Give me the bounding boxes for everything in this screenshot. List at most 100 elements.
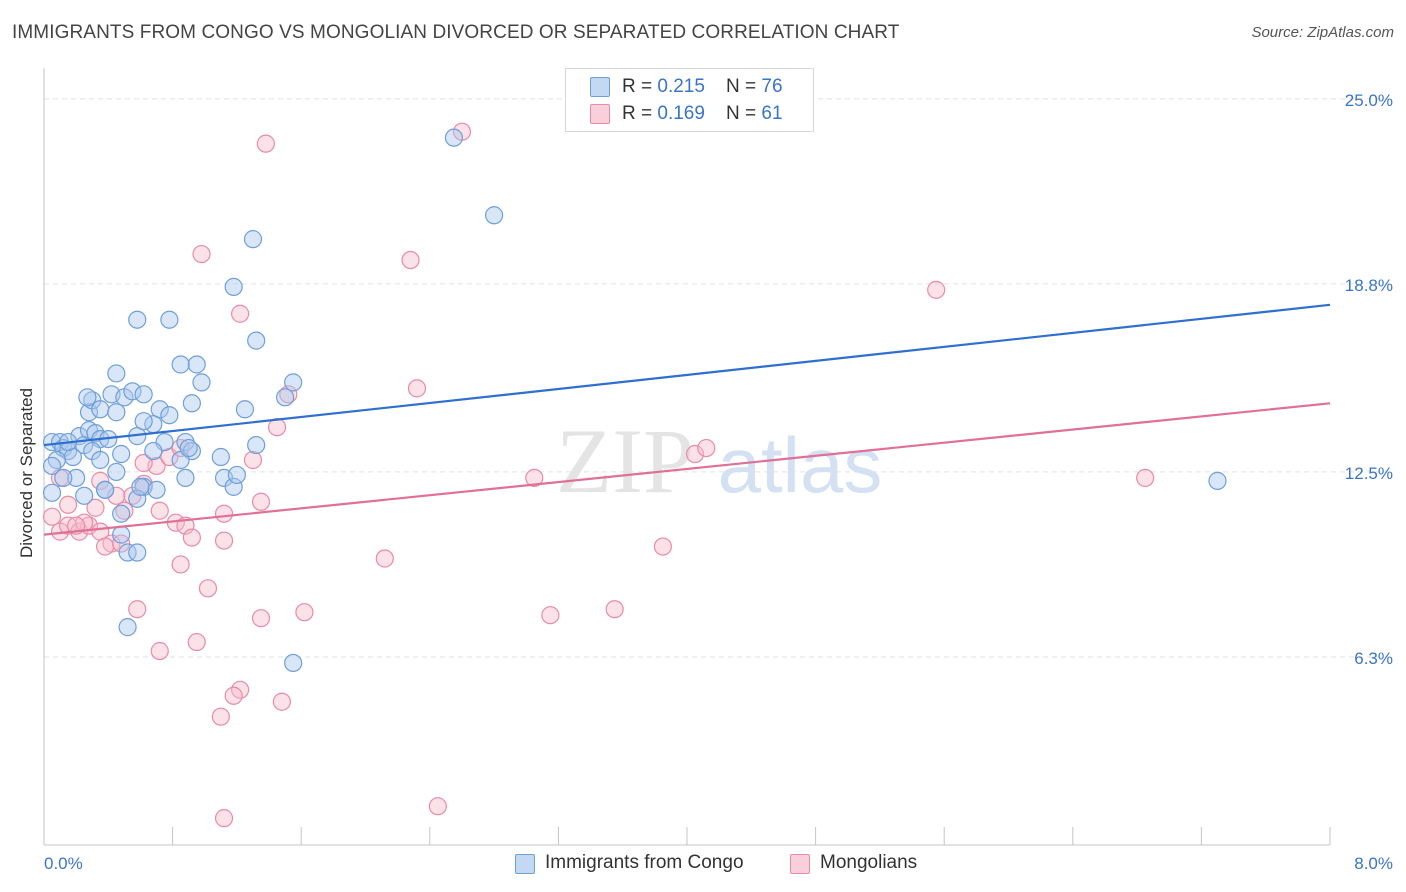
legend-n-value-mongolians: 61: [761, 103, 783, 124]
point-congo: [179, 438, 198, 458]
point-mongolians: [214, 531, 234, 550]
point-congo: [284, 653, 303, 673]
point-mongolians: [91, 471, 110, 490]
point-congo: [160, 406, 179, 425]
point-congo: [247, 331, 266, 350]
point-mongolians: [256, 134, 275, 153]
point-congo: [42, 456, 62, 476]
point-congo: [224, 277, 243, 296]
legend-r-value-congo: 0.215: [657, 76, 705, 97]
y-axis-label: Divorced or Separated: [17, 387, 36, 558]
axes: [43, 68, 1331, 846]
point-mongolians: [251, 492, 271, 511]
chart-title: IMMIGRANTS FROM CONGO VS MONGOLIAN DIVOR…: [12, 22, 900, 43]
bottom-legend-swatch-congo: [515, 854, 535, 874]
point-mongolians: [407, 379, 427, 398]
point-congo: [118, 618, 137, 637]
point-congo: [224, 477, 243, 496]
point-congo: [147, 480, 166, 499]
legend-r-value-mongolians: 0.169: [657, 103, 705, 124]
bottom-legend-swatch-mongolians: [790, 854, 810, 874]
trend-lines: [43, 303, 1331, 536]
point-mongolians: [59, 495, 78, 514]
point-mongolians: [214, 504, 234, 523]
point-congo: [78, 388, 97, 407]
trend-line-congo: [43, 303, 1331, 447]
y-tick-label: 12.5%: [1345, 464, 1393, 483]
point-congo: [112, 504, 131, 523]
point-congo: [75, 486, 94, 505]
point-congo: [91, 450, 110, 470]
point-mongolians: [401, 250, 420, 270]
point-congo: [187, 355, 206, 374]
point-mongolians: [685, 444, 705, 464]
point-mongolians: [198, 579, 218, 598]
legend-n-value-congo: 76: [761, 76, 783, 97]
point-congo: [182, 394, 201, 413]
point-mongolians: [171, 555, 190, 574]
x-tick-label: 8.0%: [1354, 854, 1393, 873]
point-congo: [160, 310, 179, 329]
point-mongolians: [428, 797, 447, 816]
point-congo: [131, 477, 150, 496]
point-mongolians: [150, 641, 169, 661]
point-mongolians: [243, 450, 263, 470]
point-congo: [134, 385, 153, 404]
point-mongolians: [187, 632, 206, 652]
point-mongolians: [224, 686, 243, 705]
y-tick-label: 25.0%: [1345, 91, 1393, 110]
point-congo: [1208, 471, 1227, 490]
point-mongolians: [150, 501, 169, 520]
point-congo: [247, 435, 266, 455]
point-mongolians: [541, 606, 560, 625]
point-mongolians: [128, 600, 147, 619]
point-congo: [107, 364, 126, 383]
point-congo: [134, 412, 153, 431]
grid-lines: [44, 98, 1392, 658]
point-mongolians: [192, 244, 211, 264]
point-mongolians: [214, 809, 234, 828]
point-mongolians: [182, 528, 201, 547]
point-congo: [112, 525, 131, 544]
point-congo: [171, 355, 190, 374]
point-mongolians: [272, 692, 292, 711]
point-mongolians: [42, 507, 62, 526]
point-congo: [128, 489, 147, 508]
point-congo: [107, 403, 126, 422]
point-congo: [235, 400, 255, 419]
trend-line-mongolians: [43, 402, 1331, 536]
point-mongolians: [653, 537, 672, 556]
point-congo: [144, 441, 163, 461]
x-tick-label: 0.0%: [44, 854, 83, 873]
point-mongolians: [251, 609, 271, 628]
point-congo: [95, 480, 115, 499]
point-congo: [54, 468, 73, 487]
point-congo: [79, 403, 99, 422]
point-congo: [118, 543, 137, 562]
point-mongolians: [605, 600, 624, 619]
point-congo: [107, 462, 126, 482]
point-congo: [485, 206, 504, 225]
y-tick-label: 18.8%: [1345, 276, 1393, 295]
point-mongolians: [295, 603, 314, 622]
point-congo: [276, 388, 295, 407]
watermark-atlas: atlas: [718, 421, 883, 509]
point-congo: [123, 382, 142, 401]
point-congo: [112, 444, 131, 464]
point-congo: [128, 543, 147, 562]
point-mongolians: [231, 304, 250, 323]
point-mongolians: [927, 280, 946, 299]
stats-legend: R = 0.215 N = 76 R = 0.169 N = 61: [565, 68, 814, 132]
point-mongolians: [525, 468, 544, 487]
point-mongolians: [279, 385, 298, 404]
legend-swatch-mongolians: [590, 104, 610, 124]
point-congo: [67, 468, 86, 487]
point-mongolians: [211, 707, 230, 726]
point-congo: [284, 373, 303, 392]
point-congo: [91, 400, 110, 419]
point-congo: [192, 373, 211, 392]
y-tick-label: 6.3%: [1354, 649, 1393, 668]
point-mongolians: [697, 438, 716, 458]
point-mongolians: [86, 498, 105, 517]
